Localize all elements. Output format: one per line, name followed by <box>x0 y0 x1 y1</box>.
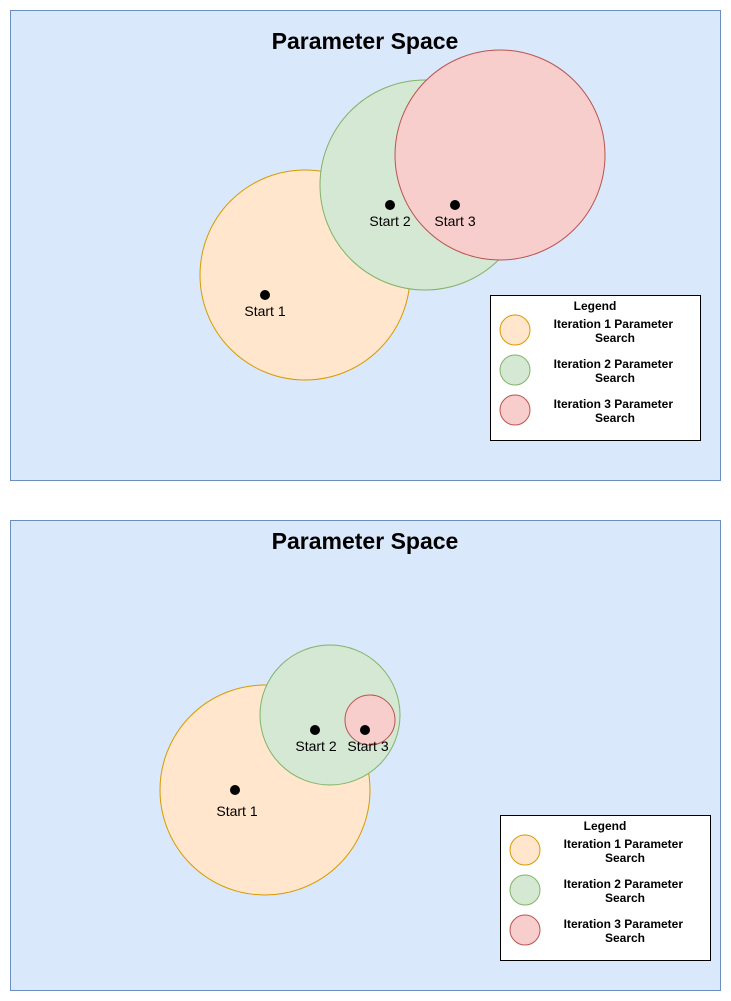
panel-2-legend-iteration-2-line-1: Iteration 2 Parameter <box>564 877 684 891</box>
panel-2-start-3-point <box>360 725 370 735</box>
panel-1-legend-iteration-3-line-1: Iteration 3 Parameter <box>554 397 674 411</box>
panel-1-legend-iteration-3-label: Iteration 3 Parameter Search <box>554 397 677 425</box>
panel-2-start-2-point <box>310 725 320 735</box>
panel-2-legend-iteration-1-swatch <box>509 834 541 866</box>
panel-1-start-3-point <box>450 200 460 210</box>
panel-1-legend-iteration-1-line-2: Search <box>595 331 635 345</box>
panel-1-legend: Legend Iteration 1 Parameter Search Iter… <box>490 295 701 441</box>
panel-1-legend-iteration-2-swatch <box>499 354 531 386</box>
panel-2: Parameter Space Start 1 Start 2 Start 3 … <box>10 520 721 991</box>
panel-1-start-1-label: Start 1 <box>244 303 285 319</box>
panel-2-iteration-2-region <box>259 644 401 786</box>
panel-2-legend-iteration-3-swatch <box>509 914 541 946</box>
panel-2-start-1-point <box>230 785 240 795</box>
panel-2-legend-iteration-3-line-2: Search <box>605 931 645 945</box>
panel-2-legend-title: Legend <box>584 819 627 833</box>
panel-1-legend-iteration-2-line-2: Search <box>595 371 635 385</box>
panel-1-start-2-point <box>385 200 395 210</box>
panel-2-start-2-label: Start 2 <box>295 738 336 754</box>
panel-2-title: Parameter Space <box>272 528 459 554</box>
panel-1-start-1-point <box>260 290 270 300</box>
panel-2-legend-iteration-3-line-1: Iteration 3 Parameter <box>564 917 684 931</box>
panel-1-legend-iteration-3-line-2: Search <box>595 411 635 425</box>
panel-1-legend-iteration-3-swatch <box>499 394 531 426</box>
panel-2-legend-iteration-2-swatch <box>509 874 541 906</box>
panel-2-start-3-label: Start 3 <box>347 738 388 754</box>
panel-2-start-1-label: Start 1 <box>216 803 257 819</box>
panel-1-legend-iteration-2-line-1: Iteration 2 Parameter <box>554 357 674 371</box>
panel-1-start-3-label: Start 3 <box>434 213 475 229</box>
panel-2-legend-iteration-1-line-2: Search <box>605 851 645 865</box>
panel-2-legend: Legend Iteration 1 Parameter Search Iter… <box>500 815 711 961</box>
panel-1-iteration-3-region <box>394 49 606 261</box>
panel-1-title: Parameter Space <box>272 28 459 54</box>
panel-1-legend-iteration-1-line-1: Iteration 1 Parameter <box>554 317 674 331</box>
panel-1-legend-iteration-1-swatch <box>499 314 531 346</box>
panel-2-legend-iteration-3-label: Iteration 3 Parameter Search <box>564 917 687 945</box>
panel-2-legend-iteration-1-label: Iteration 1 Parameter Search <box>564 837 687 865</box>
panel-1-legend-title: Legend <box>574 299 617 313</box>
panel-2-legend-iteration-2-label: Iteration 2 Parameter Search <box>564 877 687 905</box>
panel-2-iteration-3-region <box>344 694 396 746</box>
panel-1: Parameter Space Start 1 Start 2 Start 3 … <box>10 10 721 481</box>
panel-1-start-2-label: Start 2 <box>369 213 410 229</box>
panel-2-legend-iteration-1-line-1: Iteration 1 Parameter <box>564 837 684 851</box>
panel-1-legend-iteration-2-label: Iteration 2 Parameter Search <box>554 357 677 385</box>
panel-1-legend-iteration-1-label: Iteration 1 Parameter Search <box>554 317 677 345</box>
panel-2-legend-iteration-2-line-2: Search <box>605 891 645 905</box>
